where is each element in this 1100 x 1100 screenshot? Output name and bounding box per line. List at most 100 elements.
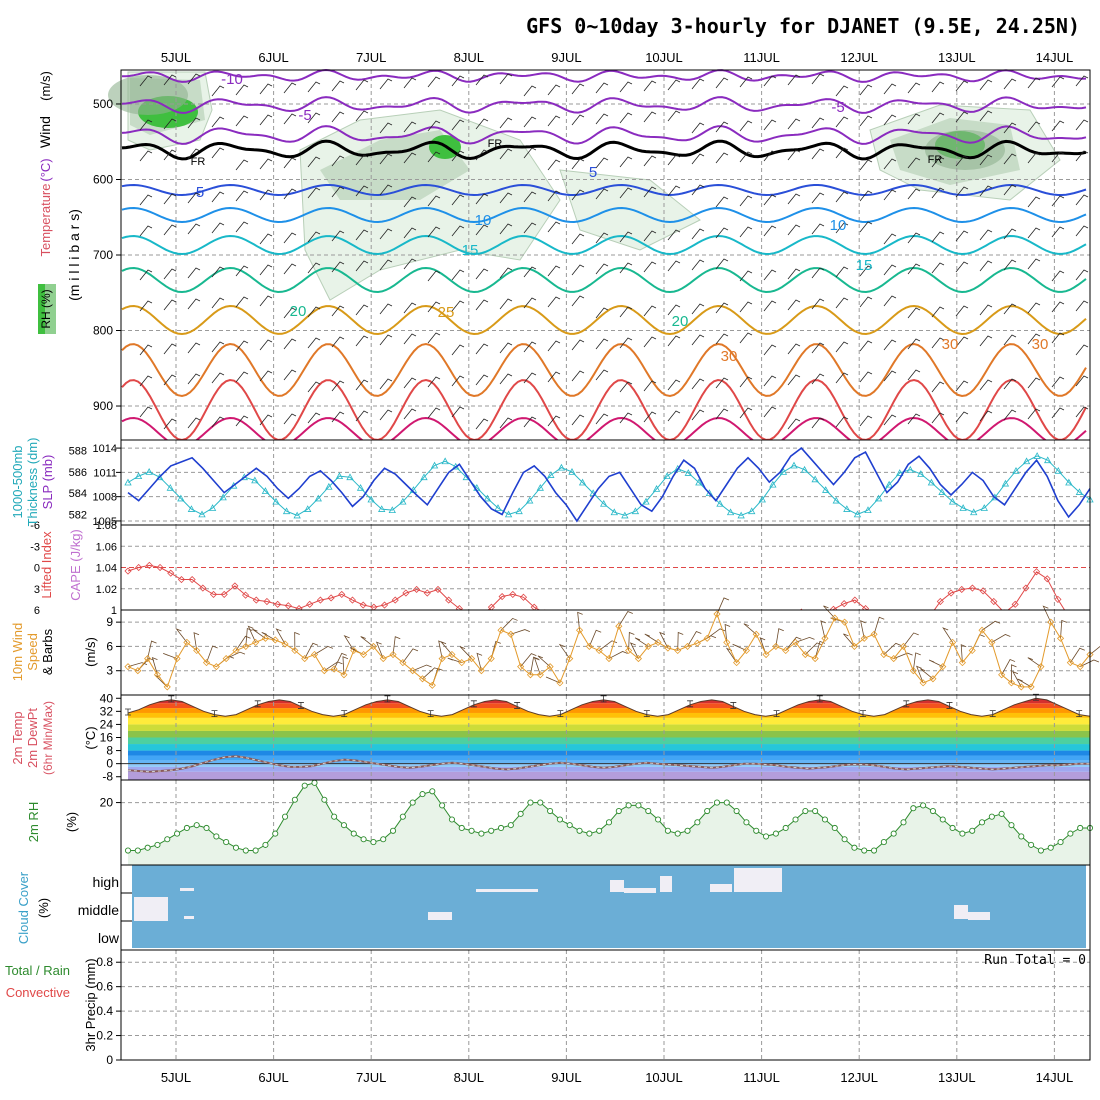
wind-barb	[763, 300, 777, 312]
wind-barb	[928, 659, 943, 668]
thickness-point	[208, 504, 217, 511]
wind-barb	[379, 228, 393, 240]
date-label-top: 11JUL	[743, 50, 780, 65]
wind-barb	[259, 189, 273, 201]
rh-point	[174, 830, 181, 837]
wind-barb	[907, 82, 921, 94]
date-label-bottom: 13JUL	[938, 1070, 976, 1085]
thickness-point	[483, 494, 492, 502]
rh-point	[792, 816, 799, 823]
cloud-block	[476, 889, 538, 892]
wind-barb	[499, 298, 513, 310]
wind-barb	[715, 377, 729, 389]
wind-barb	[1051, 195, 1065, 207]
wind-barb	[1060, 619, 1067, 639]
wind-barb	[691, 409, 705, 421]
wind-speed-point	[144, 655, 152, 663]
wind-barb	[667, 335, 681, 347]
wind-barb	[960, 644, 967, 663]
wind-barb	[451, 119, 465, 131]
wind-speed-point	[1066, 659, 1074, 667]
thickness-point	[1075, 488, 1084, 495]
thickness-point	[346, 473, 354, 481]
wind-barb	[907, 157, 921, 169]
isotherm	[121, 304, 1087, 336]
wind-barb	[739, 120, 753, 132]
wind-speed-point	[615, 622, 623, 630]
rh-point	[556, 816, 563, 823]
lifted-index-point	[231, 582, 239, 590]
wind-barb	[235, 265, 249, 277]
thickness-point	[515, 507, 523, 515]
wind-barb	[787, 374, 801, 386]
wind-barb	[499, 267, 513, 279]
wind-barb	[499, 223, 513, 235]
wind-barb	[883, 339, 897, 351]
thickness-point	[959, 504, 967, 511]
date-label-bottom: 6JUL	[258, 1070, 288, 1085]
wind-barb	[955, 186, 969, 198]
wind-barb	[163, 418, 177, 430]
precip-tick: 0.2	[96, 1029, 113, 1043]
wind-barb	[619, 262, 633, 274]
wind-barb	[716, 597, 730, 615]
wind-barb	[643, 305, 657, 317]
wind-barb	[211, 222, 225, 234]
wind-barb	[787, 343, 801, 355]
rh-point	[399, 813, 406, 820]
wind-barb	[545, 676, 561, 684]
temp-tick: 16	[100, 731, 114, 745]
date-label-bottom: 7JUL	[356, 1070, 386, 1085]
thickness-point	[187, 505, 196, 512]
wind-speed-point	[919, 679, 927, 687]
rh-point	[193, 822, 200, 829]
wind-speed-point	[791, 638, 800, 646]
wind-barb	[931, 81, 945, 93]
wind-barb	[163, 74, 177, 86]
rh-point	[694, 819, 701, 826]
wind-barb	[763, 375, 777, 387]
wind-barb	[275, 628, 286, 645]
lifted-index-point	[413, 585, 421, 594]
wind-barb	[907, 369, 921, 381]
wind-barb	[1080, 659, 1100, 668]
rh-unit-label: (%)	[64, 812, 79, 832]
wind-barb	[739, 270, 753, 282]
thickness-point	[748, 507, 756, 515]
wind-speed-point	[703, 634, 711, 642]
rh-point	[1077, 824, 1084, 832]
wind-barb	[1003, 78, 1017, 90]
lifted-index-point	[220, 590, 228, 598]
rh-point	[861, 847, 868, 854]
lifted-index-point	[947, 589, 955, 597]
lifted-index-point	[1022, 584, 1030, 592]
wind-barb	[763, 344, 777, 356]
wind-speed-point	[291, 646, 299, 655]
wind-barb	[211, 85, 225, 97]
wind-barb	[187, 223, 201, 235]
wind-speed-point	[409, 667, 417, 675]
wind-barb	[706, 628, 726, 639]
wind-barb	[979, 335, 993, 347]
temp-line	[127, 697, 1091, 717]
wind-barb	[595, 369, 609, 381]
wind-speed-point	[330, 665, 338, 673]
rh-point	[615, 807, 622, 815]
panel-background	[121, 950, 1090, 1060]
rh-point	[1067, 830, 1074, 837]
wind-speed-point	[949, 638, 957, 646]
wind-barb	[691, 78, 705, 90]
rh-point	[733, 807, 740, 815]
wind-barb	[523, 416, 537, 428]
thickness-point	[388, 506, 396, 514]
temp-band	[128, 750, 1090, 756]
lifted-index-point	[156, 563, 164, 572]
rh-label: RH (%)	[39, 289, 53, 328]
thickness-point	[494, 504, 502, 511]
lifted-index-point	[306, 600, 314, 608]
thickness-point	[124, 478, 132, 486]
thickness-point	[769, 480, 777, 488]
lifted-index-tick-label: 3	[34, 584, 40, 596]
wind-barb	[451, 194, 465, 206]
